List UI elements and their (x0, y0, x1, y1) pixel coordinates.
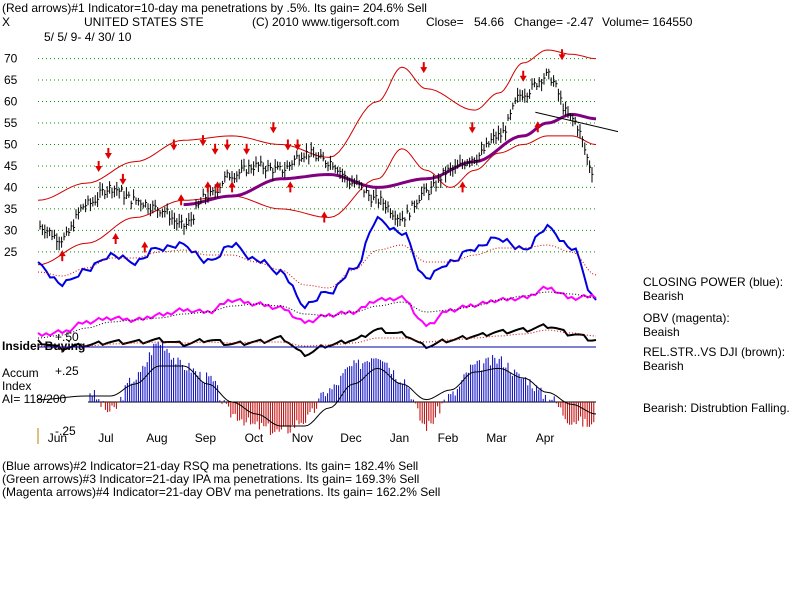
red-sell-arrow-icon (243, 143, 251, 155)
index-label: Index (2, 379, 32, 393)
closing-power-line (37, 215, 597, 310)
red-sell-arrow-icon (223, 139, 231, 151)
red-buy-arrow-icon (177, 194, 185, 206)
close-value: 54.66 (474, 15, 505, 29)
red-buy-arrow-icon (214, 181, 222, 193)
x-tick-mar: Mar (486, 431, 507, 445)
accum-label: Accum (2, 366, 39, 380)
minus25-label: -.25 (55, 424, 76, 438)
rel-strength-line (37, 323, 597, 358)
y-tick-65: 65 (4, 73, 18, 87)
red-sell-arrow-icon (170, 139, 178, 151)
x-tick-dec: Dec (340, 431, 361, 445)
red-buy-arrow-icon (204, 181, 212, 193)
x-tick-nov: Nov (292, 431, 313, 445)
x-tick-feb: Feb (438, 431, 459, 445)
plus50-label: +.50 (55, 330, 79, 344)
x-tick-sep: Sep (195, 431, 217, 445)
x-tick-jun: Jun (48, 431, 67, 445)
indicator-1-line: (Red arrows)#1 Indicator=10-day ma penet… (2, 1, 427, 15)
red-buy-arrow-icon (112, 232, 120, 244)
close-label: Close= (426, 15, 464, 29)
red-sell-arrow-icon (211, 143, 219, 155)
ticker-symbol: X (2, 15, 11, 29)
upper-band-line (37, 49, 597, 201)
x-tick-apr: Apr (536, 431, 555, 445)
relstr-value: Bearish (643, 359, 684, 373)
moving-average-line (183, 112, 597, 207)
y-tick-40: 40 (4, 180, 18, 194)
red-sell-arrow-icon (104, 148, 112, 160)
indicator-2-line: (Blue arrows)#2 Indicator=21-day RSQ ma … (2, 459, 419, 473)
red-buy-arrow-icon (320, 211, 328, 223)
copyright: (C) 2010 www.tigersoft.com (252, 15, 400, 29)
red-buy-arrow-icon (286, 181, 294, 193)
red-buy-arrow-icon (228, 181, 236, 193)
red-sell-arrow-icon (199, 135, 207, 147)
obv-label: OBV (magenta): (643, 311, 730, 325)
y-tick-70: 70 (4, 52, 18, 66)
obv-value: Beaish (643, 325, 680, 339)
y-tick-60: 60 (4, 95, 18, 109)
red-sell-arrow-icon (119, 173, 127, 185)
y-tick-50: 50 (4, 137, 18, 151)
volume-label: Volume= 164550 (602, 15, 693, 29)
red-buy-arrow-icon (58, 250, 66, 262)
rel-strength-ma-line (37, 329, 597, 349)
ai-value: AI= 118/200 (2, 392, 67, 406)
trend-line (535, 111, 619, 133)
plus25-label: +.25 (55, 364, 79, 378)
x-tick-jul: Jul (98, 431, 113, 445)
closing-power-label: CLOSING POWER (blue): (643, 275, 784, 289)
y-tick-35: 35 (4, 202, 18, 216)
y-tick-25: 25 (4, 245, 18, 259)
red-buy-arrow-icon (459, 181, 467, 193)
change-label: Change= -2.47 (514, 15, 594, 29)
x-tick-jan: Jan (390, 431, 409, 445)
indicator-3-line: (Green arrows)#3 Indicator=21-day IPA ma… (2, 472, 420, 486)
red-buy-arrow-icon (534, 121, 542, 133)
accum-ma-line (37, 365, 597, 427)
x-tick-oct: Oct (245, 431, 264, 445)
relstr-label: REL.STR..VS DJI (brown): (643, 345, 786, 359)
red-sell-arrow-icon (519, 70, 527, 82)
obv-line (37, 285, 597, 337)
company-name: UNITED STATES STE (84, 15, 204, 29)
y-tick-55: 55 (4, 116, 18, 130)
date-range: 5/ 5/ 9- 4/ 30/ 10 (44, 30, 132, 44)
y-tick-30: 30 (4, 223, 18, 237)
red-sell-arrow-icon (468, 122, 476, 134)
accum-summary: Bearish: Distrubtion Falling. (643, 401, 790, 415)
red-sell-arrow-icon (294, 139, 302, 151)
closing-power-ma-line (37, 244, 597, 289)
red-sell-arrow-icon (558, 49, 566, 61)
y-tick-45: 45 (4, 159, 18, 173)
red-buy-arrow-icon (141, 241, 149, 253)
indicator-4-line: (Magenta arrows)#4 Indicator=21-day OBV … (2, 485, 441, 499)
x-tick-aug: Aug (146, 431, 167, 445)
red-sell-arrow-icon (269, 122, 277, 134)
red-sell-arrow-icon (420, 62, 428, 74)
red-sell-arrow-icon (284, 139, 292, 151)
closing-power-value: Bearish (643, 289, 684, 303)
red-sell-arrow-icon (95, 160, 103, 172)
